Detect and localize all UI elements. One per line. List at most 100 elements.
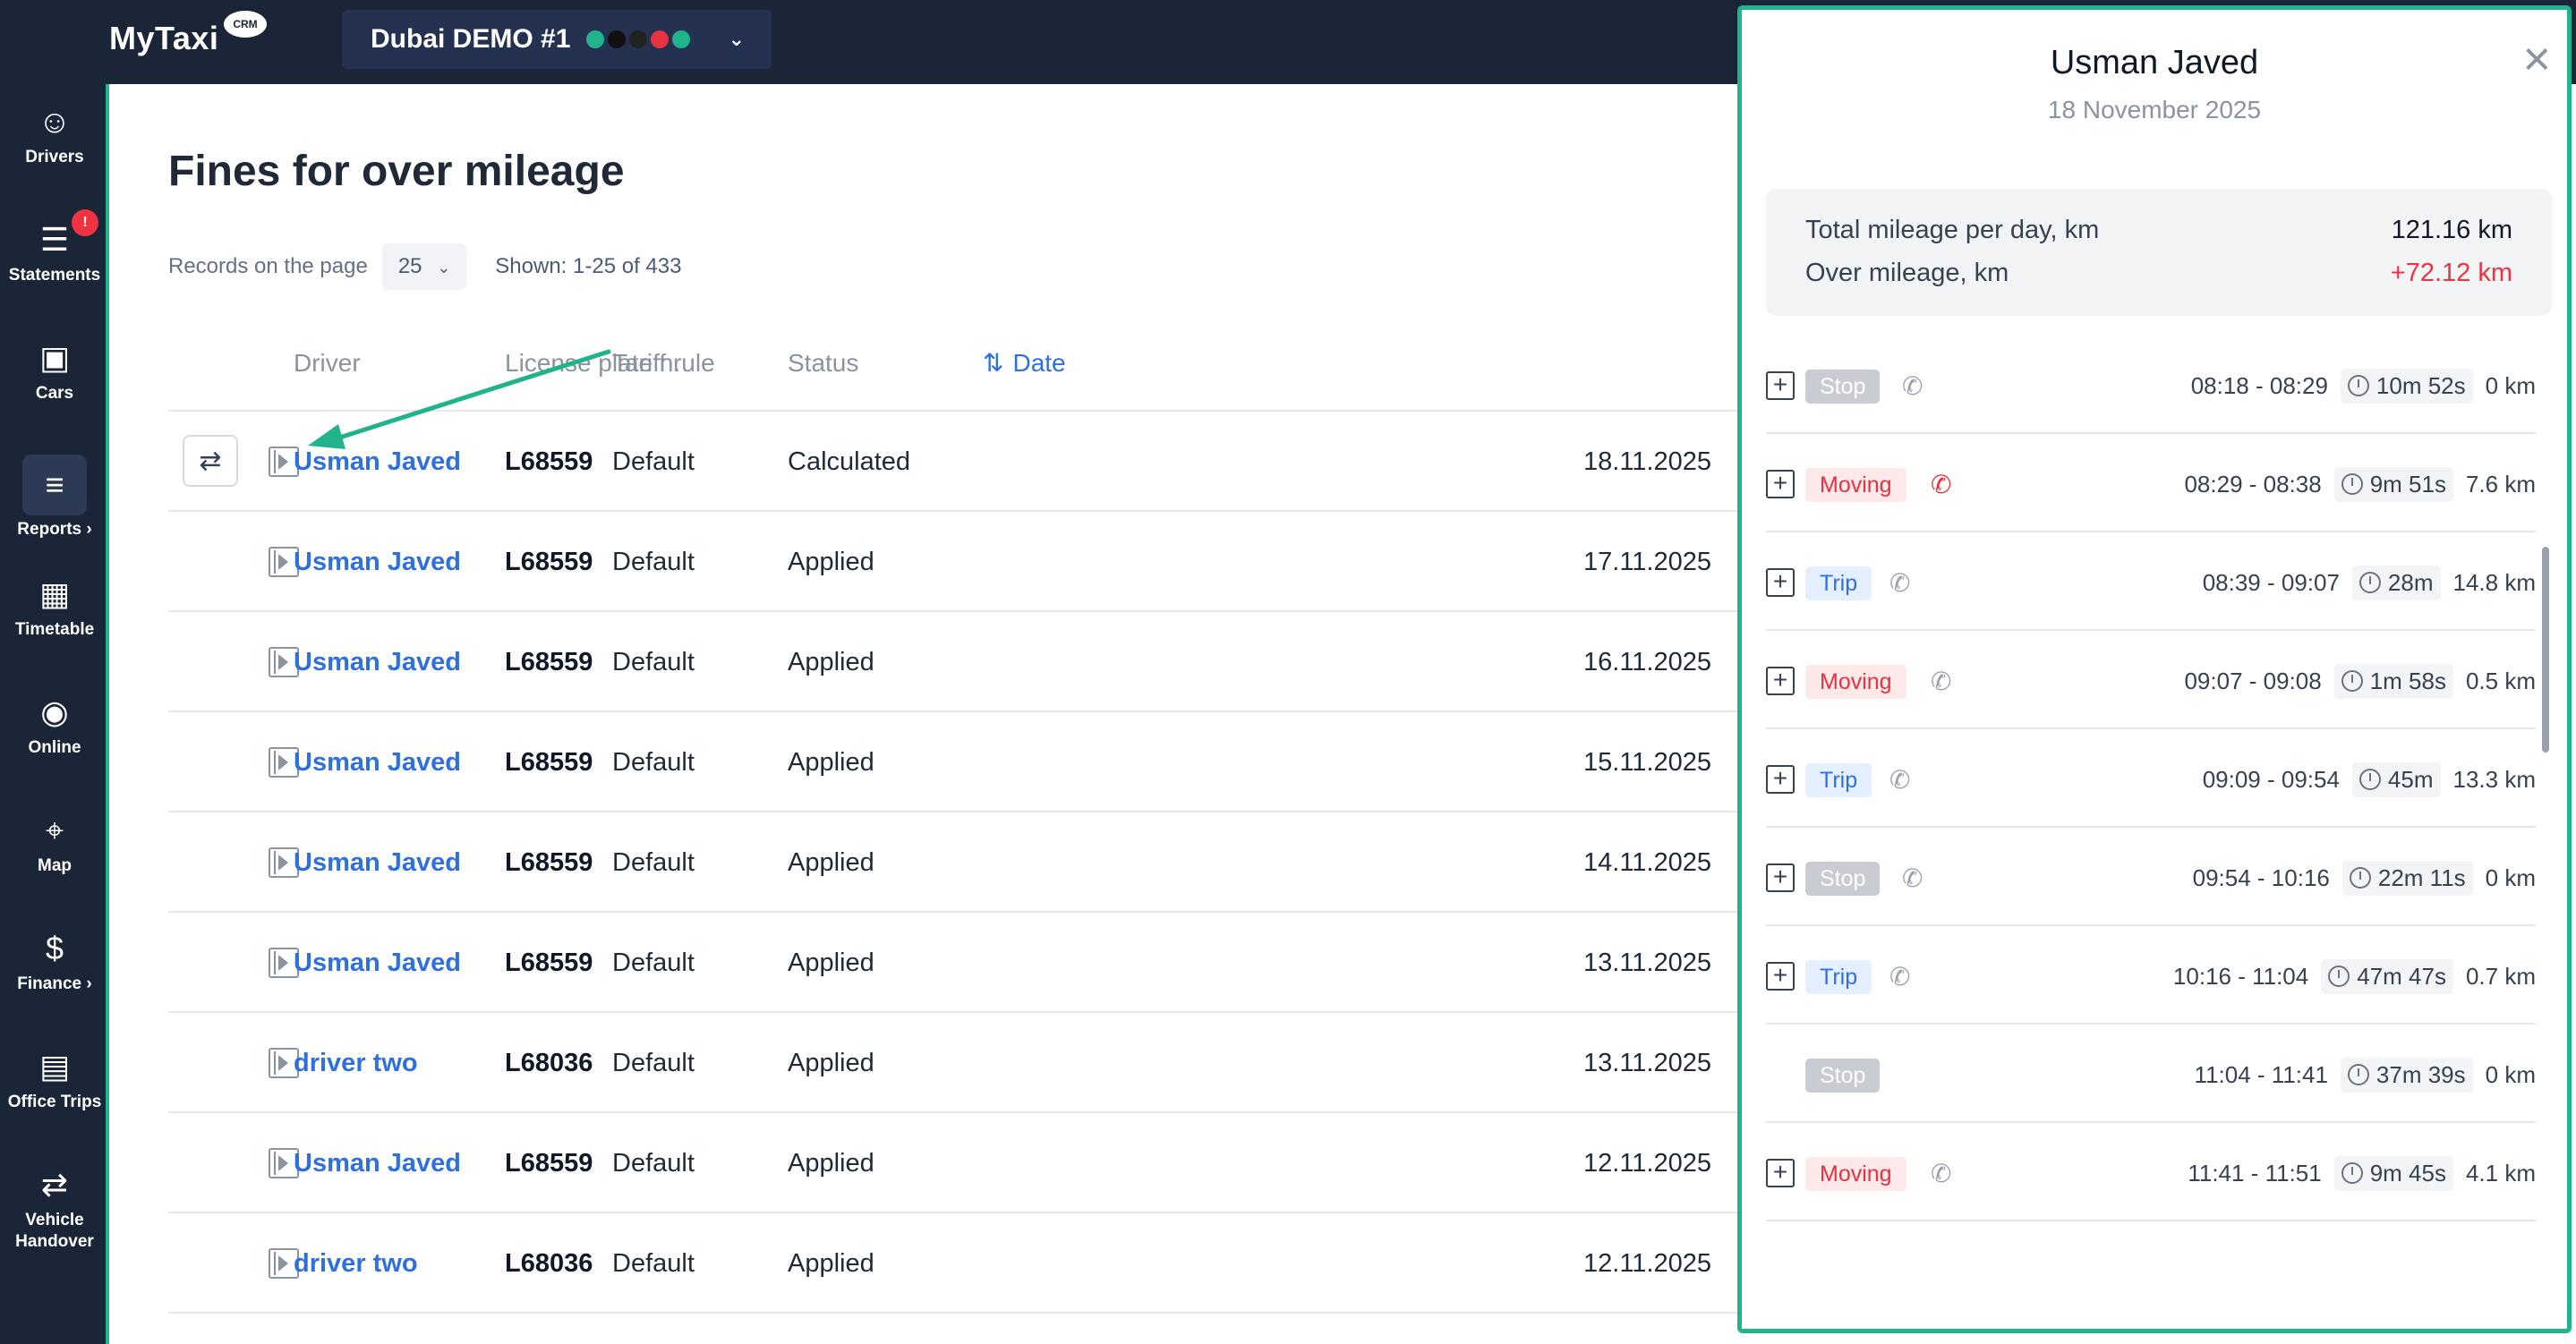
driver-link[interactable]: Usman Javed (294, 547, 461, 576)
tariff-rule: Default (612, 847, 695, 877)
segment-type-badge: Stop (1805, 370, 1881, 404)
scrollbar[interactable] (2542, 547, 2549, 753)
sidebar-item-label: Drivers (25, 148, 84, 166)
notification-badge: ! (72, 209, 98, 236)
column-status[interactable]: Status (788, 349, 859, 377)
segment-duration: 37m 39s (2340, 1057, 2473, 1093)
column-driver[interactable]: Driver (294, 349, 361, 377)
table-row[interactable]: Usman Javed L68559 Default Applied 12.11.202… (168, 1113, 1737, 1213)
company-selector[interactable]: Dubai DEMO #1 ⌄ (342, 10, 772, 69)
sidebar-item-5[interactable]: ◉ Online (0, 691, 109, 798)
expand-plus-icon[interactable]: + (1766, 1159, 1795, 1187)
swap-icon[interactable]: ⇄ (183, 435, 238, 487)
tariff-rule: Default (612, 1148, 695, 1178)
phone-icon[interactable]: ✆ (1931, 668, 1952, 695)
table-row[interactable]: ⇄ Usman Javed L68559 Default Calculated 18.11… (168, 412, 1737, 512)
clock-icon (2328, 965, 2350, 987)
segment-row[interactable]: + Stop ✆ 09:54 - 10:16 22m 11s 0 km (1766, 828, 2536, 926)
segment-time: 09:54 - 10:16 (2192, 863, 2330, 891)
driver-link[interactable]: driver two (294, 1048, 418, 1077)
expand-panel-icon[interactable] (269, 747, 299, 778)
phone-icon[interactable]: ✆ (1931, 1160, 1952, 1187)
column-date[interactable]: ⇅ Date (983, 349, 1066, 377)
sidebar-item-label: Vehicle Handover (15, 1211, 94, 1251)
phone-icon[interactable]: ✆ (1889, 766, 1911, 794)
expand-plus-icon[interactable]: + (1766, 765, 1795, 794)
segment-time: 11:04 - 11:41 (2194, 1060, 2328, 1088)
sidebar-item-3[interactable]: ≡ Reports › (0, 455, 109, 562)
tariff-rule: Default (612, 1048, 695, 1077)
table-row[interactable]: driver two L68036 Default Applied 13.11.2025 (168, 1013, 1737, 1113)
sidebar-item-1[interactable]: ☰ Statements! (0, 209, 109, 326)
expand-panel-icon[interactable] (269, 647, 299, 677)
driver-link[interactable]: Usman Javed (294, 1148, 461, 1178)
date: 12.11.2025 (1583, 1148, 1711, 1178)
segment-list[interactable]: + Stop ✆ 08:18 - 08:29 10m 52s 0 km + Moving ✆ 08… (1766, 334, 2536, 1309)
expand-panel-icon[interactable] (269, 847, 299, 878)
segment-row[interactable]: + Stop ✆ 08:18 - 08:29 10m 52s 0 km (1766, 336, 2536, 434)
sidebar-item-8[interactable]: ▤ Office Trips (0, 1045, 109, 1153)
segment-row[interactable]: Stop 11:04 - 11:41 37m 39s 0 km (1766, 1025, 2536, 1123)
clock-icon (2358, 769, 2381, 790)
records-per-page-select[interactable]: 25 ⌄ (381, 243, 467, 290)
expand-plus-icon[interactable]: + (1766, 568, 1795, 597)
sidebar: ☺ Drivers ☰ Statements! ▣ Cars ≡ Reports › ▦ Time… (0, 84, 109, 1344)
expand-plus-icon[interactable]: + (1766, 470, 1795, 498)
driver-link[interactable]: Usman Javed (294, 447, 461, 476)
sidebar-item-2[interactable]: ▣ Cars (0, 336, 109, 444)
license-plate: L68559 (505, 647, 593, 676)
segment-row[interactable]: + Trip ✆ 08:39 - 09:07 28m 14.8 km (1766, 532, 2536, 631)
table-row[interactable]: Usman Javed L68559 Default Applied 13.11.202… (168, 913, 1737, 1013)
segment-row[interactable]: + Trip ✆ 10:16 - 11:04 47m 47s 0.7 km (1766, 926, 2536, 1025)
car-icon: ▣ (38, 339, 70, 376)
driver-link[interactable]: driver two (294, 1248, 418, 1278)
expand-panel-icon[interactable] (269, 1048, 299, 1078)
date: 13.11.2025 (1583, 948, 1711, 977)
expand-panel-icon[interactable] (269, 547, 299, 577)
table-row[interactable]: Usman Javed L68559 Default Applied 16.11.202… (168, 612, 1737, 712)
sidebar-item-9[interactable]: ⇄ Vehicle Handover (0, 1163, 109, 1271)
close-icon[interactable]: × (2522, 32, 2551, 86)
driver-link[interactable]: Usman Javed (294, 948, 461, 977)
phone-icon[interactable]: ✆ (1889, 569, 1911, 597)
phone-icon[interactable]: ✆ (1931, 471, 1952, 498)
column-tariff-rule[interactable]: Tariff rule (612, 349, 715, 377)
table-row[interactable]: driver two L68036 Default Applied 12.11.2025 (168, 1213, 1737, 1314)
expand-plus-icon[interactable]: + (1766, 962, 1795, 991)
expand-panel-icon[interactable] (269, 948, 299, 978)
expand-panel-icon[interactable] (269, 447, 299, 477)
expand-panel-icon[interactable] (269, 1148, 299, 1178)
phone-icon[interactable]: ✆ (1889, 963, 1911, 991)
expand-plus-icon[interactable]: + (1766, 371, 1795, 400)
driver-link[interactable]: Usman Javed (294, 747, 461, 777)
chevron-down-icon: ⌄ (437, 259, 451, 276)
page-title: Fines for over mileage (168, 148, 625, 195)
driver-link[interactable]: Usman Javed (294, 847, 461, 877)
segment-row[interactable]: + Moving ✆ 11:41 - 11:51 9m 45s 4.1 km (1766, 1123, 2536, 1221)
segment-distance: 13.3 km (2452, 765, 2537, 793)
app-logo[interactable]: MyTaxi (109, 20, 219, 56)
phone-icon[interactable]: ✆ (1902, 864, 1923, 892)
sidebar-item-7[interactable]: $ Finance › (0, 927, 109, 1034)
segment-row[interactable]: + Trip ✆ 09:09 - 09:54 45m 13.3 km (1766, 729, 2536, 828)
expand-panel-icon[interactable] (269, 1248, 299, 1279)
segment-row[interactable]: + Moving ✆ 09:07 - 09:08 1m 58s 0.5 km (1766, 631, 2536, 729)
segment-row[interactable]: + Moving ✆ 08:29 - 08:38 9m 51s 7.6 km (1766, 434, 2536, 532)
user-icon: ☺ (38, 103, 72, 140)
table-row[interactable]: Usman Javed L68559 Default Applied 15.11.202… (168, 712, 1737, 812)
company-name: Dubai DEMO #1 (371, 24, 571, 54)
table-row[interactable]: Usman Javed L68559 Default Applied 17.11.202… (168, 512, 1737, 612)
segment-type-badge: Trip (1805, 566, 1872, 600)
tariff-rule: Default (612, 948, 695, 977)
status-dot (651, 30, 670, 48)
table-row[interactable]: Usman Javed L68559 Default Applied 14.11.202… (168, 812, 1737, 913)
status: Applied (788, 1248, 874, 1278)
sidebar-item-6[interactable]: ⌖ Map (0, 809, 109, 916)
sidebar-item-4[interactable]: ▦ Timetable (0, 573, 109, 680)
sidebar-item-0[interactable]: ☺ Drivers (0, 100, 109, 208)
broadcast-icon: ◉ (40, 693, 69, 730)
driver-link[interactable]: Usman Javed (294, 647, 461, 676)
expand-plus-icon[interactable]: + (1766, 863, 1795, 892)
phone-icon[interactable]: ✆ (1902, 372, 1923, 400)
expand-plus-icon[interactable]: + (1766, 667, 1795, 695)
